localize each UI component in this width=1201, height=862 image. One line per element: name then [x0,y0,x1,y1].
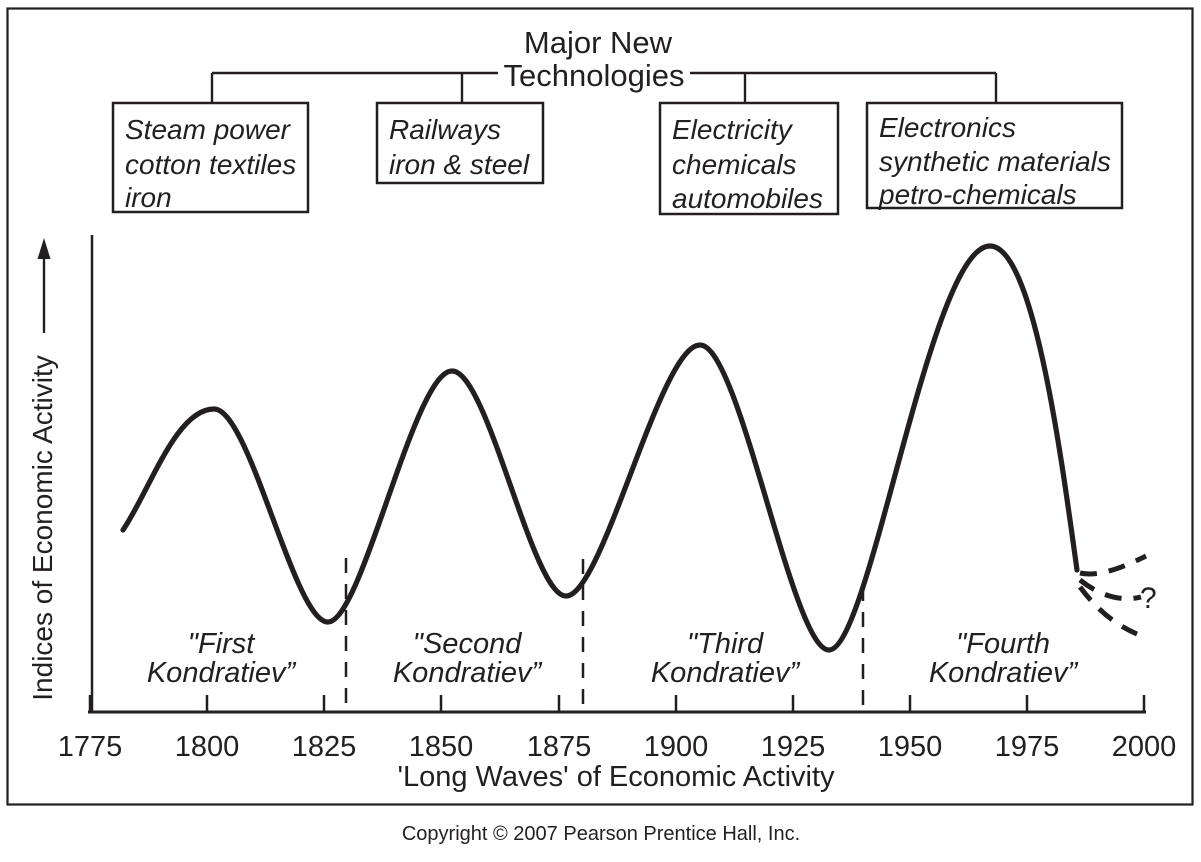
tech-box-1-frame [111,101,310,214]
tick-label-1825: 1825 [292,731,357,763]
tick-label-1875: 1875 [527,731,592,763]
future-branches: ? [1077,553,1157,637]
tech-box-4-line3: petro-chemicals [878,179,1077,210]
tech-box-steam-power: Steam power cotton textiles iron [111,101,310,214]
tech-box-2-line1: Railways [389,114,501,145]
tech-box-4-line2: synthetic materials [879,146,1111,177]
wave-label-first-line2: Kondratiev” [147,657,297,689]
tech-box-3-line2: chemicals [672,149,796,180]
tech-box-1-line3: iron [125,182,172,213]
wave-label-fourth-line2: Kondratiev” [929,657,1079,689]
header-title-line1: Major New [524,25,673,60]
wave-label-fourth-line1: "Fourth [956,628,1050,660]
y-axis-arrow-head-icon [37,238,51,259]
wave-label-third-line1: "Third [687,628,764,660]
tech-box-electronics: Electronics synthetic materials petro-ch… [865,101,1124,210]
tech-box-electricity: Electricity chemicals automobiles [658,101,840,216]
tick-label-1950: 1950 [878,731,943,763]
tech-box-2-line2: iron & steel [389,149,530,180]
x-axis-caption: 'Long Waves' of Economic Activity [397,761,835,793]
copyright-text: Copyright © 2007 Pearson Prentice Hall, … [402,823,800,845]
tick-label-2000: 2000 [1112,731,1177,763]
tick-label-1800: 1800 [175,731,240,763]
future-branch-lower [1077,585,1138,637]
wave-label-second-line2: Kondratiev” [393,657,543,689]
header-title-line2: Technologies [504,58,685,93]
tick-label-1925: 1925 [761,731,826,763]
tech-box-3-frame [658,101,840,216]
tick-label-1850: 1850 [409,731,474,763]
future-question-mark: ? [1140,582,1157,615]
tick-label-1975: 1975 [995,731,1060,763]
y-axis-label-group: Indices of Economic Activity [27,238,58,701]
x-axis-ticks [88,695,1146,712]
x-axis-tick-labels: 1775 1800 1825 1850 1875 1900 1925 1950 … [58,731,1177,763]
future-branch-middle [1078,578,1142,602]
tick-label-1775: 1775 [58,731,123,763]
tech-box-3-line3: automobiles [672,183,823,214]
figure-border [6,7,1194,806]
tech-box-3-line1: Electricity [672,114,794,145]
tech-box-4-frame [865,101,1124,210]
tech-box-1-line1: Steam power [125,114,292,145]
y-axis-label: Indices of Economic Activity [27,355,58,700]
wave-labels: "First Kondratiev” "Second Kondratiev” "… [147,628,1079,689]
wave-label-second-line1: "Second [413,628,523,660]
wave-label-first-line1: "First [188,628,257,660]
tech-box-2-frame [375,101,545,185]
wave-label-third-line2: Kondratiev” [651,657,801,689]
tech-box-railways: Railways iron & steel [375,101,545,185]
tech-box-1-line2: cotton textiles [125,149,296,180]
long-wave-curve [120,243,1080,653]
future-branch-upper [1079,553,1148,577]
tech-box-4-line1: Electronics [879,112,1016,143]
tick-label-1900: 1900 [644,731,709,763]
